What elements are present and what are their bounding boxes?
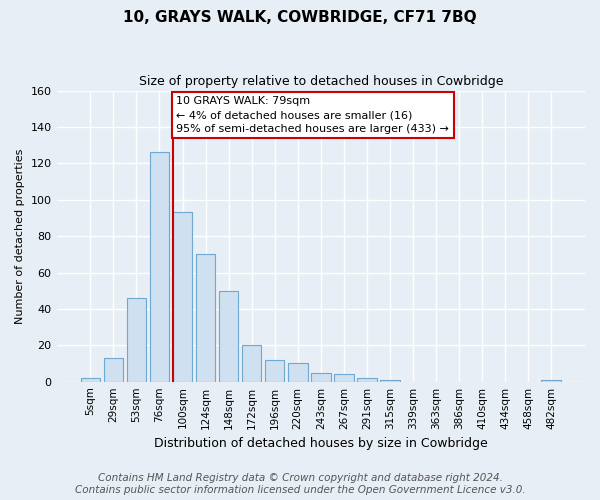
Bar [357,378,377,382]
Bar [196,254,215,382]
Y-axis label: Number of detached properties: Number of detached properties [15,148,25,324]
Bar [173,212,193,382]
Text: 10 GRAYS WALK: 79sqm
← 4% of detached houses are smaller (16)
95% of semi-detach: 10 GRAYS WALK: 79sqm ← 4% of detached ho… [176,96,449,134]
Bar [242,346,262,382]
Bar [288,364,308,382]
Bar [127,298,146,382]
Title: Size of property relative to detached houses in Cowbridge: Size of property relative to detached ho… [139,75,503,88]
Text: Contains HM Land Registry data © Crown copyright and database right 2024.
Contai: Contains HM Land Registry data © Crown c… [74,474,526,495]
Bar [219,290,238,382]
Bar [80,378,100,382]
Bar [380,380,400,382]
Bar [541,380,561,382]
Bar [104,358,123,382]
Bar [149,152,169,382]
Bar [265,360,284,382]
Bar [311,372,331,382]
X-axis label: Distribution of detached houses by size in Cowbridge: Distribution of detached houses by size … [154,437,488,450]
Bar [334,374,353,382]
Text: 10, GRAYS WALK, COWBRIDGE, CF71 7BQ: 10, GRAYS WALK, COWBRIDGE, CF71 7BQ [123,10,477,25]
